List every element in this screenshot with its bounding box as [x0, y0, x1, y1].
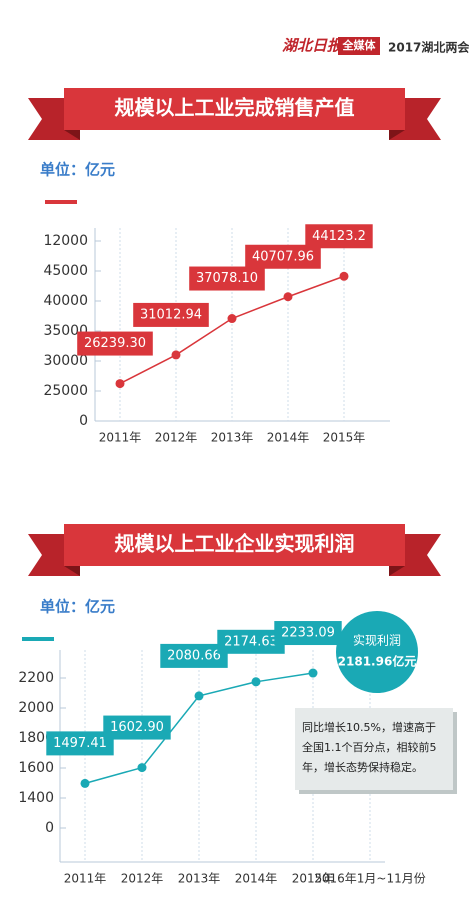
- note-box: [295, 708, 453, 790]
- x-tick-label: 2012年: [121, 872, 164, 886]
- unit-dash: [45, 200, 77, 204]
- ribbon: [64, 524, 405, 566]
- data-label: 44123.2: [312, 229, 366, 244]
- data-label: 1602.90: [110, 720, 164, 735]
- y-tick-label: 35000: [43, 323, 88, 339]
- data-label-bg: [46, 731, 114, 756]
- callout-text: 实现利润: [353, 633, 401, 648]
- y-tick-label: 12000: [43, 233, 88, 249]
- y-tick-label: 45000: [43, 263, 88, 279]
- data-label-bg: [274, 621, 342, 646]
- unit: 单位：亿元: [40, 598, 115, 616]
- x-tick-label: 2012年: [155, 431, 198, 445]
- data-label: 2174.63: [224, 634, 278, 649]
- point: [339, 271, 349, 281]
- ribbon-fold: [389, 130, 405, 140]
- ribbon: [64, 88, 405, 130]
- point: [251, 677, 261, 687]
- x-tick-label: 2013年: [211, 431, 254, 445]
- x-tick-label: 2015年: [292, 872, 335, 886]
- x-tick-label: 2011年: [64, 872, 107, 886]
- chart-title: 规模以上工业完成销售产值: [115, 96, 355, 120]
- point: [80, 778, 90, 788]
- x-tick-label: 2014年: [235, 872, 278, 886]
- point: [194, 691, 204, 701]
- unit: 单位：亿元: [40, 161, 115, 179]
- data-label: 26239.30: [84, 336, 146, 351]
- unit-dash: [22, 637, 54, 641]
- data-label: 2233.09: [281, 626, 335, 641]
- data-label: 37078.10: [196, 271, 258, 286]
- chart-title: 规模以上工业企业实现利润: [115, 532, 355, 556]
- ribbon-fold: [64, 130, 80, 140]
- event: 2017湖北两会: [388, 40, 469, 55]
- badge: 全媒体: [342, 38, 377, 52]
- data-label-bg: [133, 302, 209, 327]
- y-tick-label: 2000: [18, 700, 54, 716]
- ribbon-fold: [389, 566, 405, 576]
- data-label-bg: [189, 266, 265, 291]
- y-tick-label: 2200: [18, 670, 54, 686]
- data-label-bg: [305, 224, 373, 249]
- y-tick-label: 0: [79, 413, 88, 429]
- data-label: 2080.66: [167, 648, 221, 663]
- logo: 湖北日报 全媒体 2017湖北两会: [282, 37, 469, 55]
- y-tick-label: 30000: [43, 353, 88, 369]
- data-label-bg: [245, 244, 321, 269]
- x-tick-label: 2013年: [178, 872, 221, 886]
- x-tick-label: 2016年1月~11月份: [314, 872, 426, 886]
- y-tick-label: 1400: [18, 790, 54, 806]
- note-line: 全国1.1个百分点，相较前5: [302, 740, 437, 754]
- y-tick-label: 0: [45, 820, 54, 836]
- y-tick-label: 1800: [18, 730, 54, 746]
- note-line: 同比增长10.5%，增速高于: [302, 720, 436, 734]
- point: [171, 350, 181, 360]
- data-label: 1497.41: [53, 736, 107, 751]
- brand: 湖北日报: [282, 37, 344, 55]
- data-label-bg: [77, 331, 153, 356]
- point: [227, 314, 237, 324]
- y-tick-label: 1600: [18, 760, 54, 776]
- point: [308, 668, 318, 678]
- y-tick-label: 25000: [43, 383, 88, 399]
- data-label-bg: [160, 643, 228, 668]
- x-tick-label: 2015年: [323, 431, 366, 445]
- x-tick-label: 2011年: [99, 431, 142, 445]
- callout-text: 2181.96亿元: [338, 654, 417, 669]
- y-tick-label: 40000: [43, 293, 88, 309]
- ribbon-fold: [64, 566, 80, 576]
- note-line: 年，增长态势保持稳定。: [302, 760, 423, 774]
- data-label-bg: [103, 715, 171, 740]
- point: [283, 292, 293, 302]
- point: [137, 763, 147, 773]
- badge-bg: [338, 37, 380, 55]
- x-tick-label: 2014年: [267, 431, 310, 445]
- point: [115, 379, 125, 389]
- callout: [336, 611, 418, 693]
- data-label-bg: [217, 629, 285, 654]
- data-label: 31012.94: [140, 307, 202, 322]
- data-label: 40707.96: [252, 249, 314, 264]
